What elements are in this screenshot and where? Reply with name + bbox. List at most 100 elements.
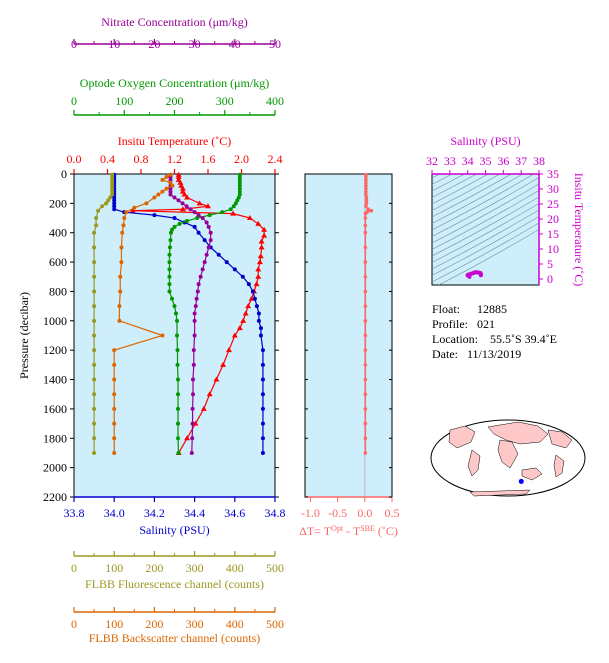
map-landmass [469, 489, 531, 497]
salinity-data-point [202, 238, 207, 243]
map-landmass [547, 429, 573, 449]
oxygen-data-point [176, 377, 181, 382]
backscatter-data-point [112, 406, 117, 411]
dt-data-point [364, 189, 368, 194]
temperature-data-point [181, 191, 188, 197]
salinity-data-point [260, 406, 265, 411]
ts-plot-area [431, 173, 540, 286]
nitrate-data-point [196, 282, 201, 287]
temperature-data-point [196, 200, 203, 206]
salinity-data-point [112, 204, 117, 209]
temperature-data-point [184, 194, 191, 200]
map-landmass [521, 467, 543, 481]
profile-value: 021 [477, 317, 495, 331]
dt-data-point [364, 175, 368, 179]
oxygen-data-point [237, 177, 242, 182]
ts-density-contour [432, 174, 441, 179]
dt-data-point [363, 245, 368, 250]
dt-data-point [364, 204, 368, 209]
oxygen-data-point [167, 282, 172, 287]
float-info-panel: Float: 12885 Profile: 021 Location: 55.5˚S … [432, 302, 557, 362]
fluorescence-tick-label: 0 [71, 561, 77, 575]
map-landmass [467, 449, 481, 477]
dt-data-point [363, 260, 368, 264]
temperature-data-point [255, 273, 262, 279]
temperature-axis-label: Insitu Temperature (˚C) [118, 134, 232, 148]
oxygen-data-point [167, 267, 172, 272]
temperature-data-point [179, 185, 186, 191]
backscatter-data-point [117, 304, 122, 309]
salinity-data-point [258, 333, 263, 338]
temperature-data-point [255, 220, 262, 226]
temperature-data-point [230, 210, 237, 216]
salinity-tick-label: 34.0 [104, 506, 125, 520]
ts-temperature-tick-label: 30 [547, 182, 559, 196]
float-id-row: Float: 12885 [432, 302, 557, 317]
nitrate-data-point [191, 362, 196, 367]
temperature-tick-label: 0.4 [100, 152, 115, 166]
temperature-data-point [246, 215, 253, 221]
backscatter-tick-label: 400 [226, 617, 244, 631]
salinity-data-point [224, 260, 229, 265]
salinity-data-point [258, 326, 263, 331]
profile-row: Profile: 021 [432, 317, 557, 332]
oxygen-tick-label: 300 [216, 94, 234, 108]
dt-data-point [364, 181, 368, 185]
ts-density-contour [432, 209, 539, 270]
salinity-data-point [112, 207, 117, 212]
nitrate-axis-label: Nitrate Concentration (μm/kg) [101, 15, 247, 29]
nitrate-data-point [190, 406, 195, 411]
ts-density-contour [432, 174, 524, 224]
oxygen-data-point [167, 260, 172, 265]
temperature-data-point [256, 259, 263, 265]
backscatter-data-point [112, 377, 117, 382]
oxygen-data-point [168, 238, 173, 243]
salinity-data-point [152, 213, 157, 218]
pressure-tick-label: 400 [49, 226, 67, 240]
backscatter-data-point [152, 195, 157, 200]
salinity-tick-label: 34.8 [265, 506, 286, 520]
backscatter-data-point [168, 172, 173, 177]
temperature-tick-label: 2.0 [234, 152, 249, 166]
salinity-data-point [232, 267, 237, 272]
nitrate-data-point [204, 220, 209, 225]
salinity-data-point [260, 450, 265, 455]
backscatter-data-point [121, 223, 126, 228]
ts-temperature-tick-label: 15 [547, 227, 559, 241]
salinity-data-point [192, 224, 197, 229]
fluorescence-data-point [108, 195, 113, 200]
salinity-data-point [260, 436, 265, 441]
ts-density-contour [432, 203, 539, 263]
salinity-data-point [196, 230, 201, 235]
pressure-tick-label: 1600 [43, 402, 67, 416]
fluorescence-data-point [110, 186, 115, 191]
date-value: 11/13/2019 [467, 347, 522, 361]
oxygen-data-point [235, 198, 240, 203]
nitrate-data-point [189, 450, 194, 455]
salinity-data-point [260, 377, 265, 382]
oxygen-data-point [195, 216, 200, 221]
oxygen-tick-label: 100 [115, 94, 133, 108]
oxygen-data-point [176, 421, 181, 426]
dt-data-point [363, 348, 368, 352]
nitrate-data-point [193, 304, 198, 309]
oxygen-data-point [237, 189, 242, 194]
ts-temperature-tick-label: 20 [547, 212, 559, 226]
pressure-tick-label: 1200 [43, 343, 67, 357]
backscatter-data-point [112, 348, 117, 353]
fluorescence-data-point [96, 208, 101, 213]
ts-temperature-tick-label: 25 [547, 197, 559, 211]
backscatter-data-point [124, 210, 129, 215]
dt-data-point [363, 274, 368, 279]
oxygen-data-point [207, 213, 212, 218]
fluorescence-axis-label: FLBB Fluorescence channel (counts) [85, 577, 264, 591]
oxygen-data-point [175, 348, 180, 353]
oxygen-data-point [172, 304, 177, 309]
fluorescence-tick-label: 200 [145, 561, 163, 575]
ts-salinity-tick-label: 35 [480, 154, 492, 168]
fluorescence-data-point [92, 436, 97, 441]
oxygen-tick-label: 400 [266, 94, 284, 108]
fluorescence-data-point [92, 260, 97, 265]
fluorescence-data-point [110, 192, 115, 197]
ts-temperature-axis-label: Insitu Temperature (˚C) [572, 173, 586, 287]
